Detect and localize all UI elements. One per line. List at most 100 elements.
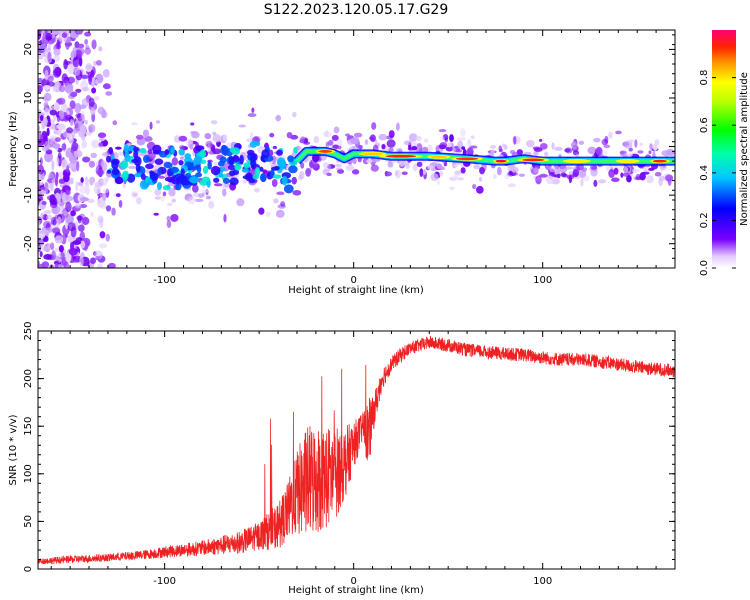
heatmap-blob [269, 132, 275, 138]
heatmap-blob [41, 30, 46, 34]
heatmap-blob [47, 75, 54, 82]
heatmap-blob [38, 77, 43, 83]
chart-title: S122.2023.120.05.17.G29 [264, 2, 449, 18]
heatmap-blob [504, 173, 510, 180]
heatmap-blob [590, 167, 598, 177]
heatmap-blob [101, 177, 108, 186]
heatmap-blob [97, 215, 104, 224]
heatmap-blob [115, 146, 122, 150]
heatmap-blob [427, 165, 434, 170]
heatmap-blob [80, 197, 90, 202]
heatmap-blob [452, 147, 456, 153]
heatmap-blob [152, 144, 162, 154]
heatmap-blob [51, 160, 55, 171]
heatmap-blob [105, 233, 110, 242]
heatmap-blob [619, 150, 627, 155]
heatmap-blob [43, 209, 52, 215]
heatmap-blob [492, 173, 497, 179]
heatmap-blob [44, 69, 49, 81]
heatmap-blob [123, 144, 129, 153]
heatmap-blob [46, 127, 50, 137]
heatmap-blob [444, 137, 448, 143]
heatmap-blob [191, 184, 199, 193]
heatmap-blob [538, 138, 543, 142]
heatmap-blob [265, 211, 271, 218]
heatmap-blob [326, 172, 332, 177]
heatmap-blob [447, 142, 452, 148]
heatmap-blob [99, 203, 108, 209]
y-tick-label: 0 [23, 566, 34, 572]
heatmap-blob [111, 159, 119, 170]
heatmap-blob [479, 166, 485, 175]
heatmap-blob [241, 168, 249, 173]
ridge-hotspot [362, 152, 383, 156]
heatmap-blob [96, 169, 105, 176]
colorbar: 0.0 0.2 0.4 0.6 0.8 Normalized spectral ampl… [699, 30, 750, 276]
heatmap-blob [229, 177, 239, 186]
heatmap-blob [223, 213, 227, 223]
snr-series-line [38, 336, 675, 565]
heatmap-blob [396, 122, 400, 131]
heatmap-blob [52, 227, 61, 234]
heatmap-blob [77, 104, 87, 110]
heatmap-blob [658, 175, 666, 182]
heatmap-blob [79, 185, 88, 194]
heatmap-blob [156, 181, 162, 191]
heatmap-blob [153, 212, 159, 216]
heatmap-blob [595, 146, 603, 156]
heatmap-blob [142, 155, 150, 164]
heatmap-blob [54, 175, 59, 187]
heatmap-blob [84, 119, 88, 125]
heatmap-blob [195, 172, 203, 178]
heatmap-blob [135, 134, 144, 140]
heatmap-blob [222, 134, 228, 142]
heatmap-blob [88, 74, 92, 85]
heatmap-blob [130, 122, 138, 126]
heatmap-blob [58, 244, 64, 253]
heatmap-blob [54, 137, 62, 142]
heatmap-blob [460, 167, 466, 174]
heatmap-blob [253, 188, 260, 193]
heatmap-blob [94, 250, 103, 260]
heatmap-blob [45, 32, 53, 41]
heatmap-blob [448, 176, 458, 181]
heatmap-blob [199, 149, 207, 159]
heatmap-blob [227, 164, 236, 171]
heatmap-blob [571, 141, 578, 150]
heatmap-blob [97, 263, 103, 268]
heatmap-blob [91, 139, 100, 149]
colorbar-tick-label: 0.6 [699, 117, 710, 133]
heatmap-blob [79, 124, 87, 136]
heatmap-blob [166, 215, 171, 222]
heatmap-blob [401, 171, 408, 176]
y-tick-label: 100 [23, 464, 34, 483]
heatmap-blob [102, 188, 109, 194]
heatmap-blob [351, 169, 360, 175]
colorbar-ticks: 0.0 0.2 0.4 0.6 0.8 [699, 70, 736, 276]
heatmap-blob [191, 131, 200, 139]
heatmap-blob [178, 135, 188, 142]
heatmap-blob [533, 167, 539, 173]
heatmap-blob [58, 178, 66, 184]
heatmap-blob [65, 114, 72, 121]
heatmap-blob [155, 120, 161, 124]
heatmap-blob [56, 39, 60, 49]
heatmap-blob [65, 201, 72, 213]
heatmap-blob [50, 124, 59, 131]
heatmap-blob [648, 150, 652, 154]
heatmap-blob [53, 48, 61, 56]
heatmap-blob [327, 163, 332, 171]
heatmap-blob [466, 147, 474, 156]
heatmap-blob [170, 146, 175, 155]
heatmap-blob [90, 152, 97, 159]
heatmap-blob [276, 191, 285, 196]
heatmap-blob [99, 231, 106, 239]
heatmap-blob [70, 210, 76, 217]
heatmap-blob [202, 165, 209, 174]
heatmap-blob [272, 145, 277, 150]
colorbar-tick-label: 0.8 [699, 70, 710, 86]
heatmap-blob [598, 179, 607, 184]
heatmap-blob [52, 219, 57, 226]
heatmap-blob [243, 164, 250, 169]
